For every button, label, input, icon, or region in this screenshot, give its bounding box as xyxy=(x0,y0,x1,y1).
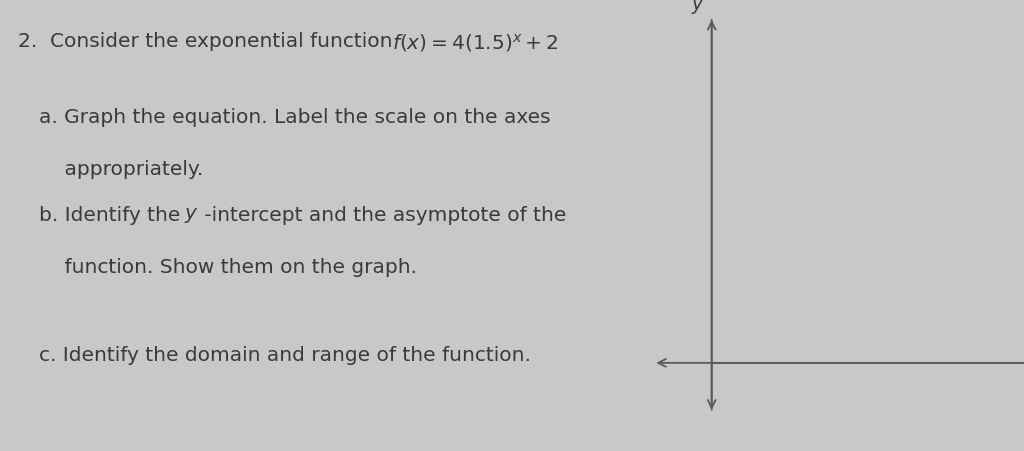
Text: b. Identify the: b. Identify the xyxy=(39,205,186,224)
Text: function. Show them on the graph.: function. Show them on the graph. xyxy=(39,257,417,276)
Text: -intercept and the asymptote of the: -intercept and the asymptote of the xyxy=(198,205,566,224)
Text: $y$: $y$ xyxy=(691,0,705,16)
Text: appropriately.: appropriately. xyxy=(39,160,203,179)
Text: a. Graph the equation. Label the scale on the axes: a. Graph the equation. Label the scale o… xyxy=(39,108,551,127)
Text: $f(x) = 4(1.5)^x + 2$: $f(x) = 4(1.5)^x + 2$ xyxy=(392,32,559,54)
Text: c. Identify the domain and range of the function.: c. Identify the domain and range of the … xyxy=(39,345,530,364)
Text: $y$: $y$ xyxy=(184,205,199,224)
Text: 2.  Consider the exponential function: 2. Consider the exponential function xyxy=(18,32,399,51)
